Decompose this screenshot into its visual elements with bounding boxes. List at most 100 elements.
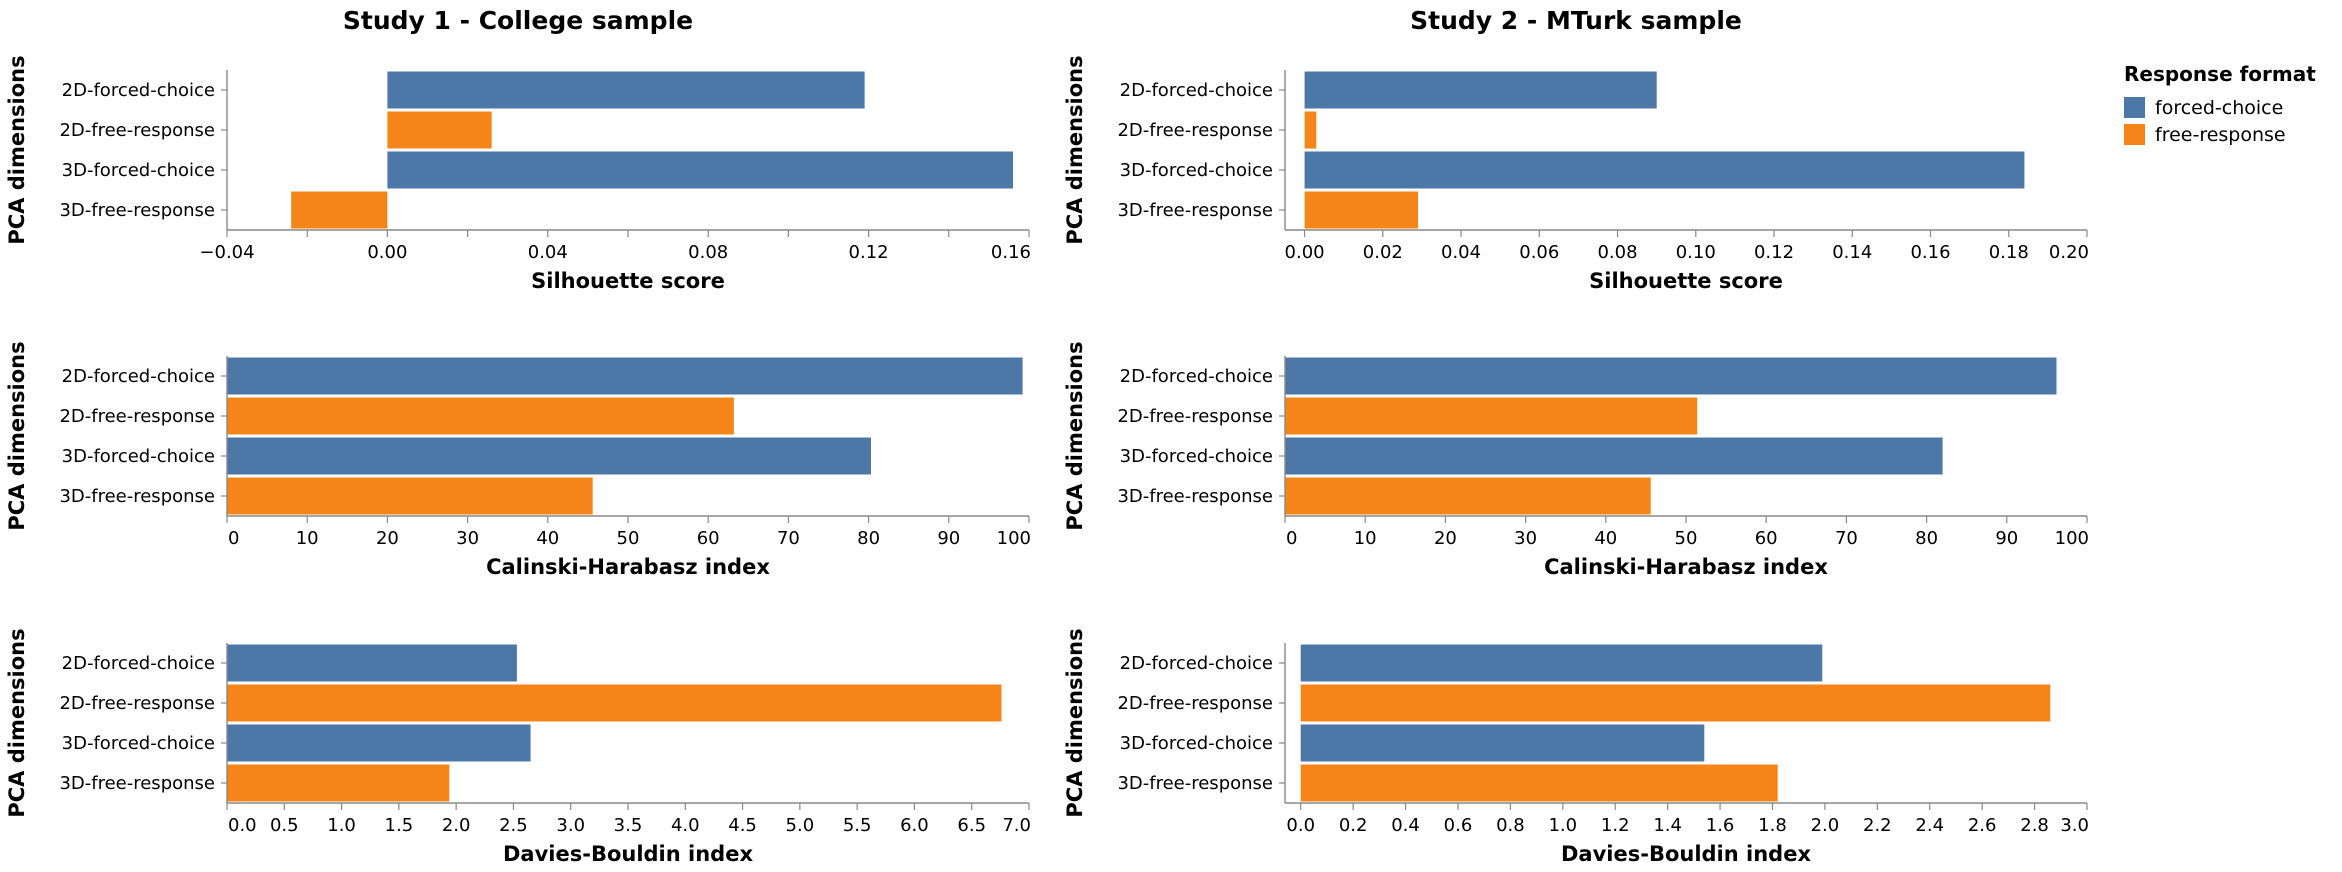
legend-swatch-free-response (2124, 124, 2145, 145)
x-tick-label-0-08: 0.08 (688, 242, 728, 263)
bar-2d-free-response (1304, 111, 1317, 149)
y-tick-label-3d-forced-choice: 3D-forced-choice (1120, 733, 1273, 754)
x-tick-label-90: 90 (937, 528, 960, 549)
bar-3d-free-response (1285, 477, 1651, 515)
bar-2d-free-response (387, 111, 492, 149)
bar-2d-free-response (227, 684, 1002, 722)
x-tick-label-0-00: 0.00 (1285, 242, 1325, 263)
x-tick-label-0-02: 0.02 (1363, 242, 1403, 263)
x-tick-label-6-0: 6.0 (900, 815, 929, 836)
x-tick-label-0-16: 0.16 (1910, 242, 1950, 263)
x-tick-label-1-8: 1.8 (1758, 815, 1787, 836)
bar-2d-free-response (1285, 397, 1698, 435)
y-axis-title: PCA dimensions (1063, 55, 1087, 244)
x-tick-label-80: 80 (1915, 528, 1938, 549)
legend-item-free-response: free-response (2124, 121, 2316, 148)
y-axis-title: PCA dimensions (5, 628, 29, 817)
y-tick-label-2d-forced-choice: 2D-forced-choice (1120, 80, 1273, 101)
x-tick-label-30: 30 (456, 528, 479, 549)
x-tick-label-2-5: 2.5 (499, 815, 528, 836)
bar-3d-forced-choice (227, 437, 871, 475)
x-axis-title: Calinski-Harabasz index (486, 555, 770, 579)
y-axis-title: PCA dimensions (1063, 341, 1087, 530)
bar-3d-forced-choice (387, 151, 1013, 189)
bar-3d-free-response (1300, 764, 1778, 802)
x-tick-label-0-14: 0.14 (1832, 242, 1872, 263)
bar-2d-forced-choice (227, 644, 517, 682)
y-tick-label-3d-free-response: 3D-free-response (1117, 486, 1273, 507)
x-tick-label-0: 0 (1286, 528, 1297, 549)
x-tick-label-10: 10 (296, 528, 319, 549)
legend-label-free-response: free-response (2155, 123, 2286, 146)
y-tick-label-3d-free-response: 3D-free-response (59, 200, 215, 221)
bar-3d-forced-choice (1285, 437, 1943, 475)
x-tick-label-2-2: 2.2 (1863, 815, 1892, 836)
x-tick-label-20: 20 (376, 528, 399, 549)
x-tick-label-4-0: 4.0 (671, 815, 700, 836)
chart-panel-3: 2D-forced-choice 2D-free-response 3D-force… (5, 341, 1031, 579)
legend-item-forced-choice: forced-choice (2124, 94, 2316, 121)
bar-2d-free-response (1300, 684, 2051, 722)
x-tick-label-0-12: 0.12 (849, 242, 889, 263)
x-tick-label-50: 50 (1675, 528, 1698, 549)
study-2-title: Study 2 - MTurk sample (1410, 6, 1742, 35)
x-tick-label-0-06: 0.06 (1519, 242, 1559, 263)
x-tick-label-1-5: 1.5 (385, 815, 414, 836)
x-tick-label-6-5: 6.5 (957, 815, 986, 836)
chart-panel-4: 2D-forced-choice 2D-free-response 3D-force… (1063, 341, 2089, 579)
x-tick-label-100: 100 (997, 528, 1031, 549)
x-tick-label-0-12: 0.12 (1754, 242, 1794, 263)
x-tick-label-0-10: 0.10 (1676, 242, 1716, 263)
bar-2d-free-response (227, 397, 734, 435)
x-axis-title: Calinski-Harabasz index (1544, 555, 1828, 579)
x-tick-label-0-4: 0.4 (1391, 815, 1420, 836)
x-tick-label-60: 60 (1755, 528, 1778, 549)
y-tick-label-2d-forced-choice: 2D-forced-choice (1120, 366, 1273, 387)
x-axis-title: Davies-Bouldin index (503, 842, 753, 866)
bar-3d-free-response (1304, 191, 1419, 229)
bar-2d-forced-choice (227, 357, 1023, 395)
y-tick-label-3d-free-response: 3D-free-response (59, 773, 215, 794)
x-tick-label-0: 0 (228, 528, 239, 549)
x-axis-title: Silhouette score (531, 269, 725, 293)
study-1-title: Study 1 - College sample (342, 6, 694, 35)
x-axis-title: Silhouette score (1589, 269, 1783, 293)
x-tick-label-2-6: 2.6 (1968, 815, 1997, 836)
chart-panel-2: 2D-forced-choice 2D-free-response 3D-force… (1063, 55, 2089, 293)
x-tick-label-5-0: 5.0 (786, 815, 815, 836)
y-tick-label-3d-forced-choice: 3D-forced-choice (62, 446, 215, 467)
x-tick-label-50: 50 (617, 528, 640, 549)
x-tick-label-0-04: 0.04 (528, 242, 568, 263)
y-tick-label-2d-free-response: 2D-free-response (1117, 406, 1273, 427)
x-tick-label-100: 100 (2055, 528, 2089, 549)
y-tick-label-2d-forced-choice: 2D-forced-choice (62, 80, 215, 101)
x-tick-label-0-0: 0.0 (228, 815, 257, 836)
bar-3d-free-response (227, 477, 593, 515)
x-tick-label-0-04: 0.04 (1441, 242, 1481, 263)
x-tick-label-70: 70 (1835, 528, 1858, 549)
x-tick-label-60: 60 (697, 528, 720, 549)
x-tick-label-2-8: 2.8 (2020, 815, 2049, 836)
x-tick-label-0-2: 0.2 (1339, 815, 1368, 836)
bar-2d-forced-choice (1285, 357, 2057, 395)
x-axis-title: Davies-Bouldin index (1561, 842, 1811, 866)
x-tick-label-0-00: 0.00 (367, 242, 407, 263)
x-tick-label-4-5: 4.5 (728, 815, 757, 836)
y-tick-label-2d-free-response: 2D-free-response (1117, 693, 1273, 714)
x-tick-label-0-04: −0.04 (199, 242, 254, 263)
x-tick-label-0-8: 0.8 (1496, 815, 1525, 836)
y-axis-title: PCA dimensions (5, 55, 29, 244)
x-tick-label-1-4: 1.4 (1653, 815, 1682, 836)
y-axis-title: PCA dimensions (5, 341, 29, 530)
bar-2d-forced-choice (387, 71, 865, 109)
legend-label-forced-choice: forced-choice (2155, 96, 2284, 119)
x-tick-label-70: 70 (777, 528, 800, 549)
y-tick-label-3d-free-response: 3D-free-response (1117, 773, 1273, 794)
y-tick-label-2d-free-response: 2D-free-response (59, 693, 215, 714)
legend-title: Response format (2124, 62, 2316, 86)
x-tick-label-3-0: 3.0 (556, 815, 585, 836)
y-tick-label-2d-forced-choice: 2D-forced-choice (1120, 653, 1273, 674)
bar-3d-free-response (227, 764, 450, 802)
y-tick-label-3d-forced-choice: 3D-forced-choice (1120, 160, 1273, 181)
